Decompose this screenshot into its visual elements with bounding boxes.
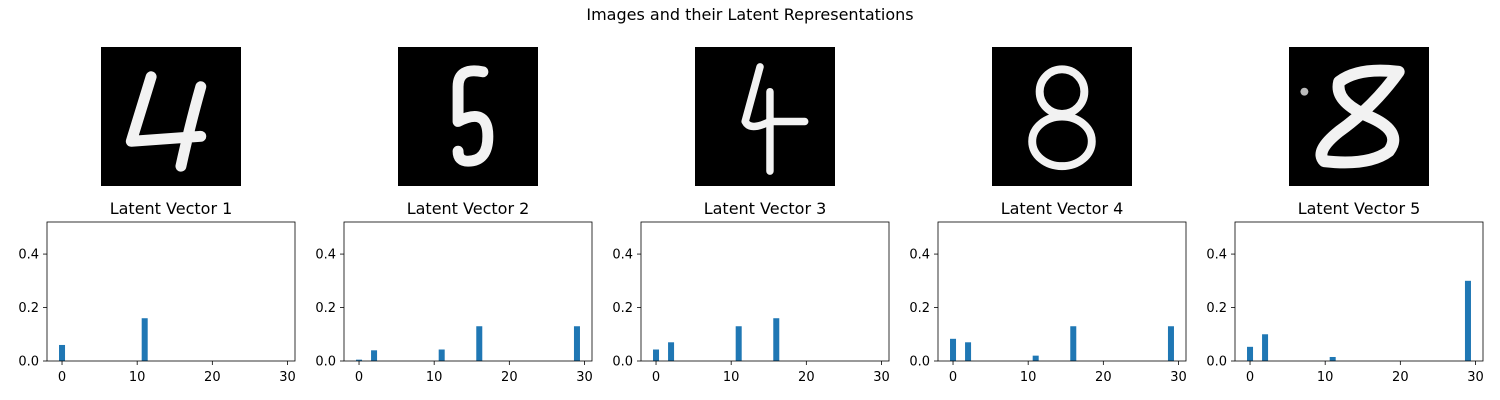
x-tick-label: 10 bbox=[723, 370, 740, 385]
x-tick-label: 0 bbox=[1246, 370, 1254, 385]
y-tick-label: 0.2 bbox=[1206, 301, 1227, 316]
digit-8-glyph bbox=[1300, 64, 1405, 169]
bar bbox=[965, 342, 972, 361]
y-tick-label: 0.4 bbox=[1206, 248, 1227, 263]
bar bbox=[1247, 346, 1254, 361]
latent-chart-2: 0 10 20 30 0.0 0.2 0.4 Latent Vector 2 bbox=[315, 199, 592, 385]
y-tick-label: 0.0 bbox=[18, 355, 39, 370]
latent-chart-1: 0 10 20 30 0.0 0.2 0.4 Latent Vector 1 bbox=[18, 199, 295, 385]
chart-title: Latent Vector 4 bbox=[1001, 199, 1124, 218]
x-tick-label: 30 bbox=[873, 370, 890, 385]
y-tick-label: 0.4 bbox=[18, 248, 39, 263]
axes-frame bbox=[1234, 221, 1484, 362]
digit-image-1 bbox=[101, 47, 241, 186]
x-tick-label: 10 bbox=[129, 370, 146, 385]
chart-title: Latent Vector 2 bbox=[407, 199, 530, 218]
y-tick-label: 0.4 bbox=[315, 248, 336, 263]
x-tick-label: 20 bbox=[501, 370, 518, 385]
bar bbox=[476, 326, 483, 361]
x-tick-label: 10 bbox=[426, 370, 443, 385]
bar bbox=[1070, 326, 1077, 361]
bar bbox=[371, 350, 378, 361]
bar bbox=[573, 326, 580, 361]
axes-frame bbox=[640, 221, 890, 362]
digit-image-5 bbox=[1289, 47, 1429, 186]
digit-image-2 bbox=[398, 47, 538, 186]
bar bbox=[438, 349, 445, 361]
y-tick-label: 0.0 bbox=[315, 355, 336, 370]
axes-frame bbox=[46, 221, 296, 362]
bar bbox=[950, 338, 957, 361]
chart-title: Latent Vector 5 bbox=[1298, 199, 1421, 218]
axes-frame bbox=[343, 221, 593, 362]
x-tick-label: 20 bbox=[1095, 370, 1112, 385]
bar bbox=[668, 342, 675, 361]
bar bbox=[1167, 326, 1174, 361]
bar bbox=[1032, 355, 1039, 361]
y-tick-label: 0.2 bbox=[18, 301, 39, 316]
x-tick-label: 20 bbox=[204, 370, 221, 385]
axes-frame bbox=[937, 221, 1187, 362]
bar bbox=[59, 344, 66, 361]
chart-title: Latent Vector 1 bbox=[110, 199, 233, 218]
x-tick-label: 10 bbox=[1317, 370, 1334, 385]
chart-title: Latent Vector 3 bbox=[704, 199, 827, 218]
x-tick-label: 30 bbox=[1170, 370, 1187, 385]
y-tick-label: 0.4 bbox=[612, 248, 633, 263]
digit-4-glyph bbox=[741, 63, 809, 175]
x-tick-label: 0 bbox=[58, 370, 66, 385]
latent-chart-4: 0 10 20 30 0.0 0.2 0.4 Latent Vector 4 bbox=[909, 199, 1186, 385]
y-tick-label: 0.0 bbox=[1206, 355, 1227, 370]
bar bbox=[1329, 356, 1336, 361]
x-tick-label: 30 bbox=[279, 370, 296, 385]
x-tick-label: 0 bbox=[949, 370, 957, 385]
digit-image-4 bbox=[992, 47, 1132, 186]
bar bbox=[356, 359, 363, 361]
latent-chart-5: 0 10 20 30 0.0 0.2 0.4 Latent Vector 5 bbox=[1206, 199, 1483, 385]
x-tick-label: 0 bbox=[355, 370, 363, 385]
x-tick-label: 30 bbox=[1467, 370, 1484, 385]
y-tick-label: 0.2 bbox=[315, 301, 336, 316]
bar bbox=[1464, 280, 1471, 361]
x-tick-label: 0 bbox=[652, 370, 660, 385]
bar bbox=[141, 318, 148, 361]
y-tick-label: 0.0 bbox=[612, 355, 633, 370]
y-tick-label: 0.0 bbox=[909, 355, 930, 370]
x-tick-label: 30 bbox=[576, 370, 593, 385]
y-tick-label: 0.2 bbox=[612, 301, 633, 316]
bar bbox=[773, 318, 780, 361]
digit-4-glyph bbox=[125, 71, 207, 172]
x-tick-label: 10 bbox=[1020, 370, 1037, 385]
digit-image-3 bbox=[695, 47, 835, 186]
x-tick-label: 20 bbox=[798, 370, 815, 385]
bar bbox=[653, 349, 660, 361]
digit-8-glyph bbox=[1028, 65, 1096, 171]
y-tick-label: 0.2 bbox=[909, 301, 930, 316]
bar bbox=[735, 326, 742, 361]
y-tick-label: 0.4 bbox=[909, 248, 930, 263]
x-tick-label: 20 bbox=[1392, 370, 1409, 385]
digit-5-glyph bbox=[452, 65, 494, 167]
bar bbox=[1262, 334, 1269, 361]
figure-suptitle: Images and their Latent Representations bbox=[586, 5, 914, 24]
latent-chart-3: 0 10 20 30 0.0 0.2 0.4 Latent Vector 3 bbox=[612, 199, 889, 385]
